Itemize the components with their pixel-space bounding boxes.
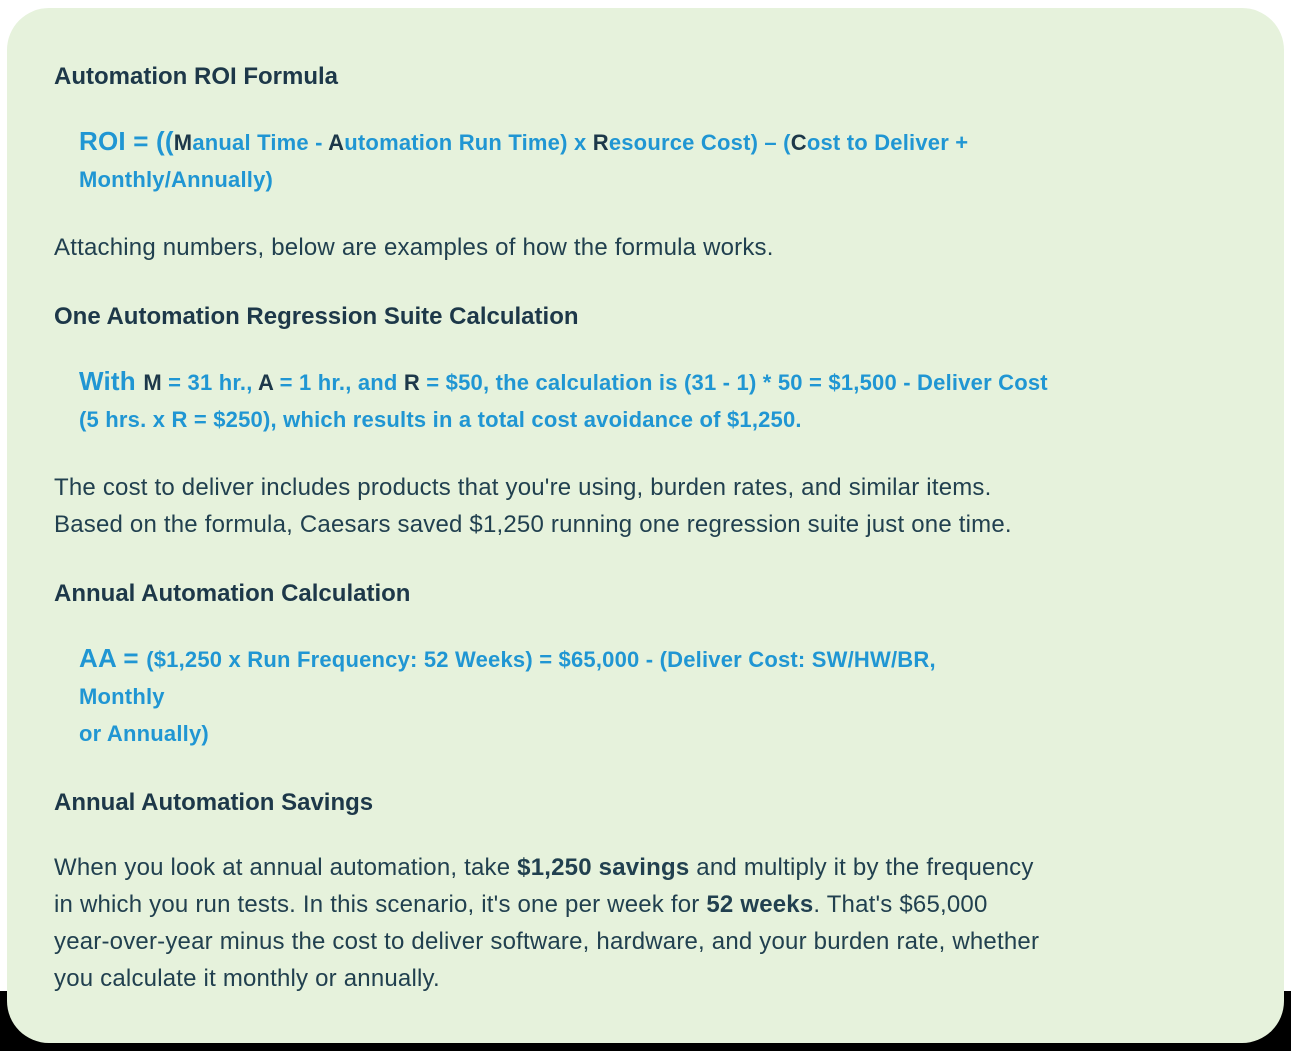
formula-segment: = $50, the calculation is (31 - 1) * 50 … [419,370,1048,395]
heading-automation-roi-formula: Automation ROI Formula [54,63,338,90]
content-panel: Automation ROI Formula ROI = ((Manual Ti… [7,8,1284,1043]
paragraph-segment: in which you run tests. In this scenario… [54,891,707,918]
bold-savings-amount: $1,250 savings [517,854,690,881]
paragraph-segment: . That's $65,000 [813,891,988,918]
paragraph-line: Based on the formula, Caesars saved $1,2… [54,511,1012,538]
annual-automation-formula: AA = ($1,250 x Run Frequency: 52 Weeks) … [79,640,1232,752]
formula-lead: With [79,366,144,396]
formula-letter-r: R [403,370,420,395]
paragraph-line: The cost to deliver includes products th… [54,474,992,501]
formula-letter-m: M [173,130,193,155]
formula-line2: Monthly/Annually) [79,167,274,192]
formula-segment: = 31 hr., [161,370,259,395]
formula-line2: Monthly [79,684,165,709]
heading-annual-automation-calculation: Annual Automation Calculation [54,580,411,607]
formula-letter-a: A [258,370,274,395]
formula-segment: anual Time - [192,130,329,155]
paragraph-cost-to-deliver: The cost to deliver includes products th… [54,469,1232,543]
formula-lead: AA = [79,643,147,673]
formula-segment: = 1 hr., and [273,370,404,395]
heading-one-automation-regression: One Automation Regression Suite Calculat… [54,303,579,330]
formula-segment: ost to Deliver + [806,130,969,155]
bold-52-weeks: 52 weeks [706,891,814,918]
paragraph-line: year-over-year minus the cost to deliver… [54,928,1040,955]
paragraph-line: you calculate it monthly or annually. [54,965,440,992]
roi-formula: ROI = ((Manual Time - Automation Run Tim… [79,123,1232,198]
formula-line2: (5 hrs. x R = $250), which results in a … [79,407,802,432]
formula-lead: ROI = (( [79,126,174,156]
formula-letter-a: A [328,130,345,155]
regression-suite-calculation: With M = 31 hr., A = 1 hr., and R = $50,… [79,363,1232,438]
formula-letter-r: R [592,130,609,155]
formula-letter-m: M [143,370,162,395]
paragraph-segment: When you look at annual automation, take [54,854,518,881]
formula-letter-c: C [790,130,807,155]
heading-annual-automation-savings: Annual Automation Savings [54,789,374,816]
formula-segment: esource Cost) – ( [608,130,791,155]
formula-line3: or Annually) [79,721,209,746]
formula-segment: ($1,250 x Run Frequency: 52 Weeks) = $65… [146,647,936,672]
paragraph-annual-savings: When you look at annual automation, take… [54,849,1232,997]
paragraph-attaching-numbers: Attaching numbers, below are examples of… [54,234,774,261]
paragraph-segment: and multiply it by the frequency [689,854,1034,881]
formula-segment: utomation Run Time) x [344,130,593,155]
